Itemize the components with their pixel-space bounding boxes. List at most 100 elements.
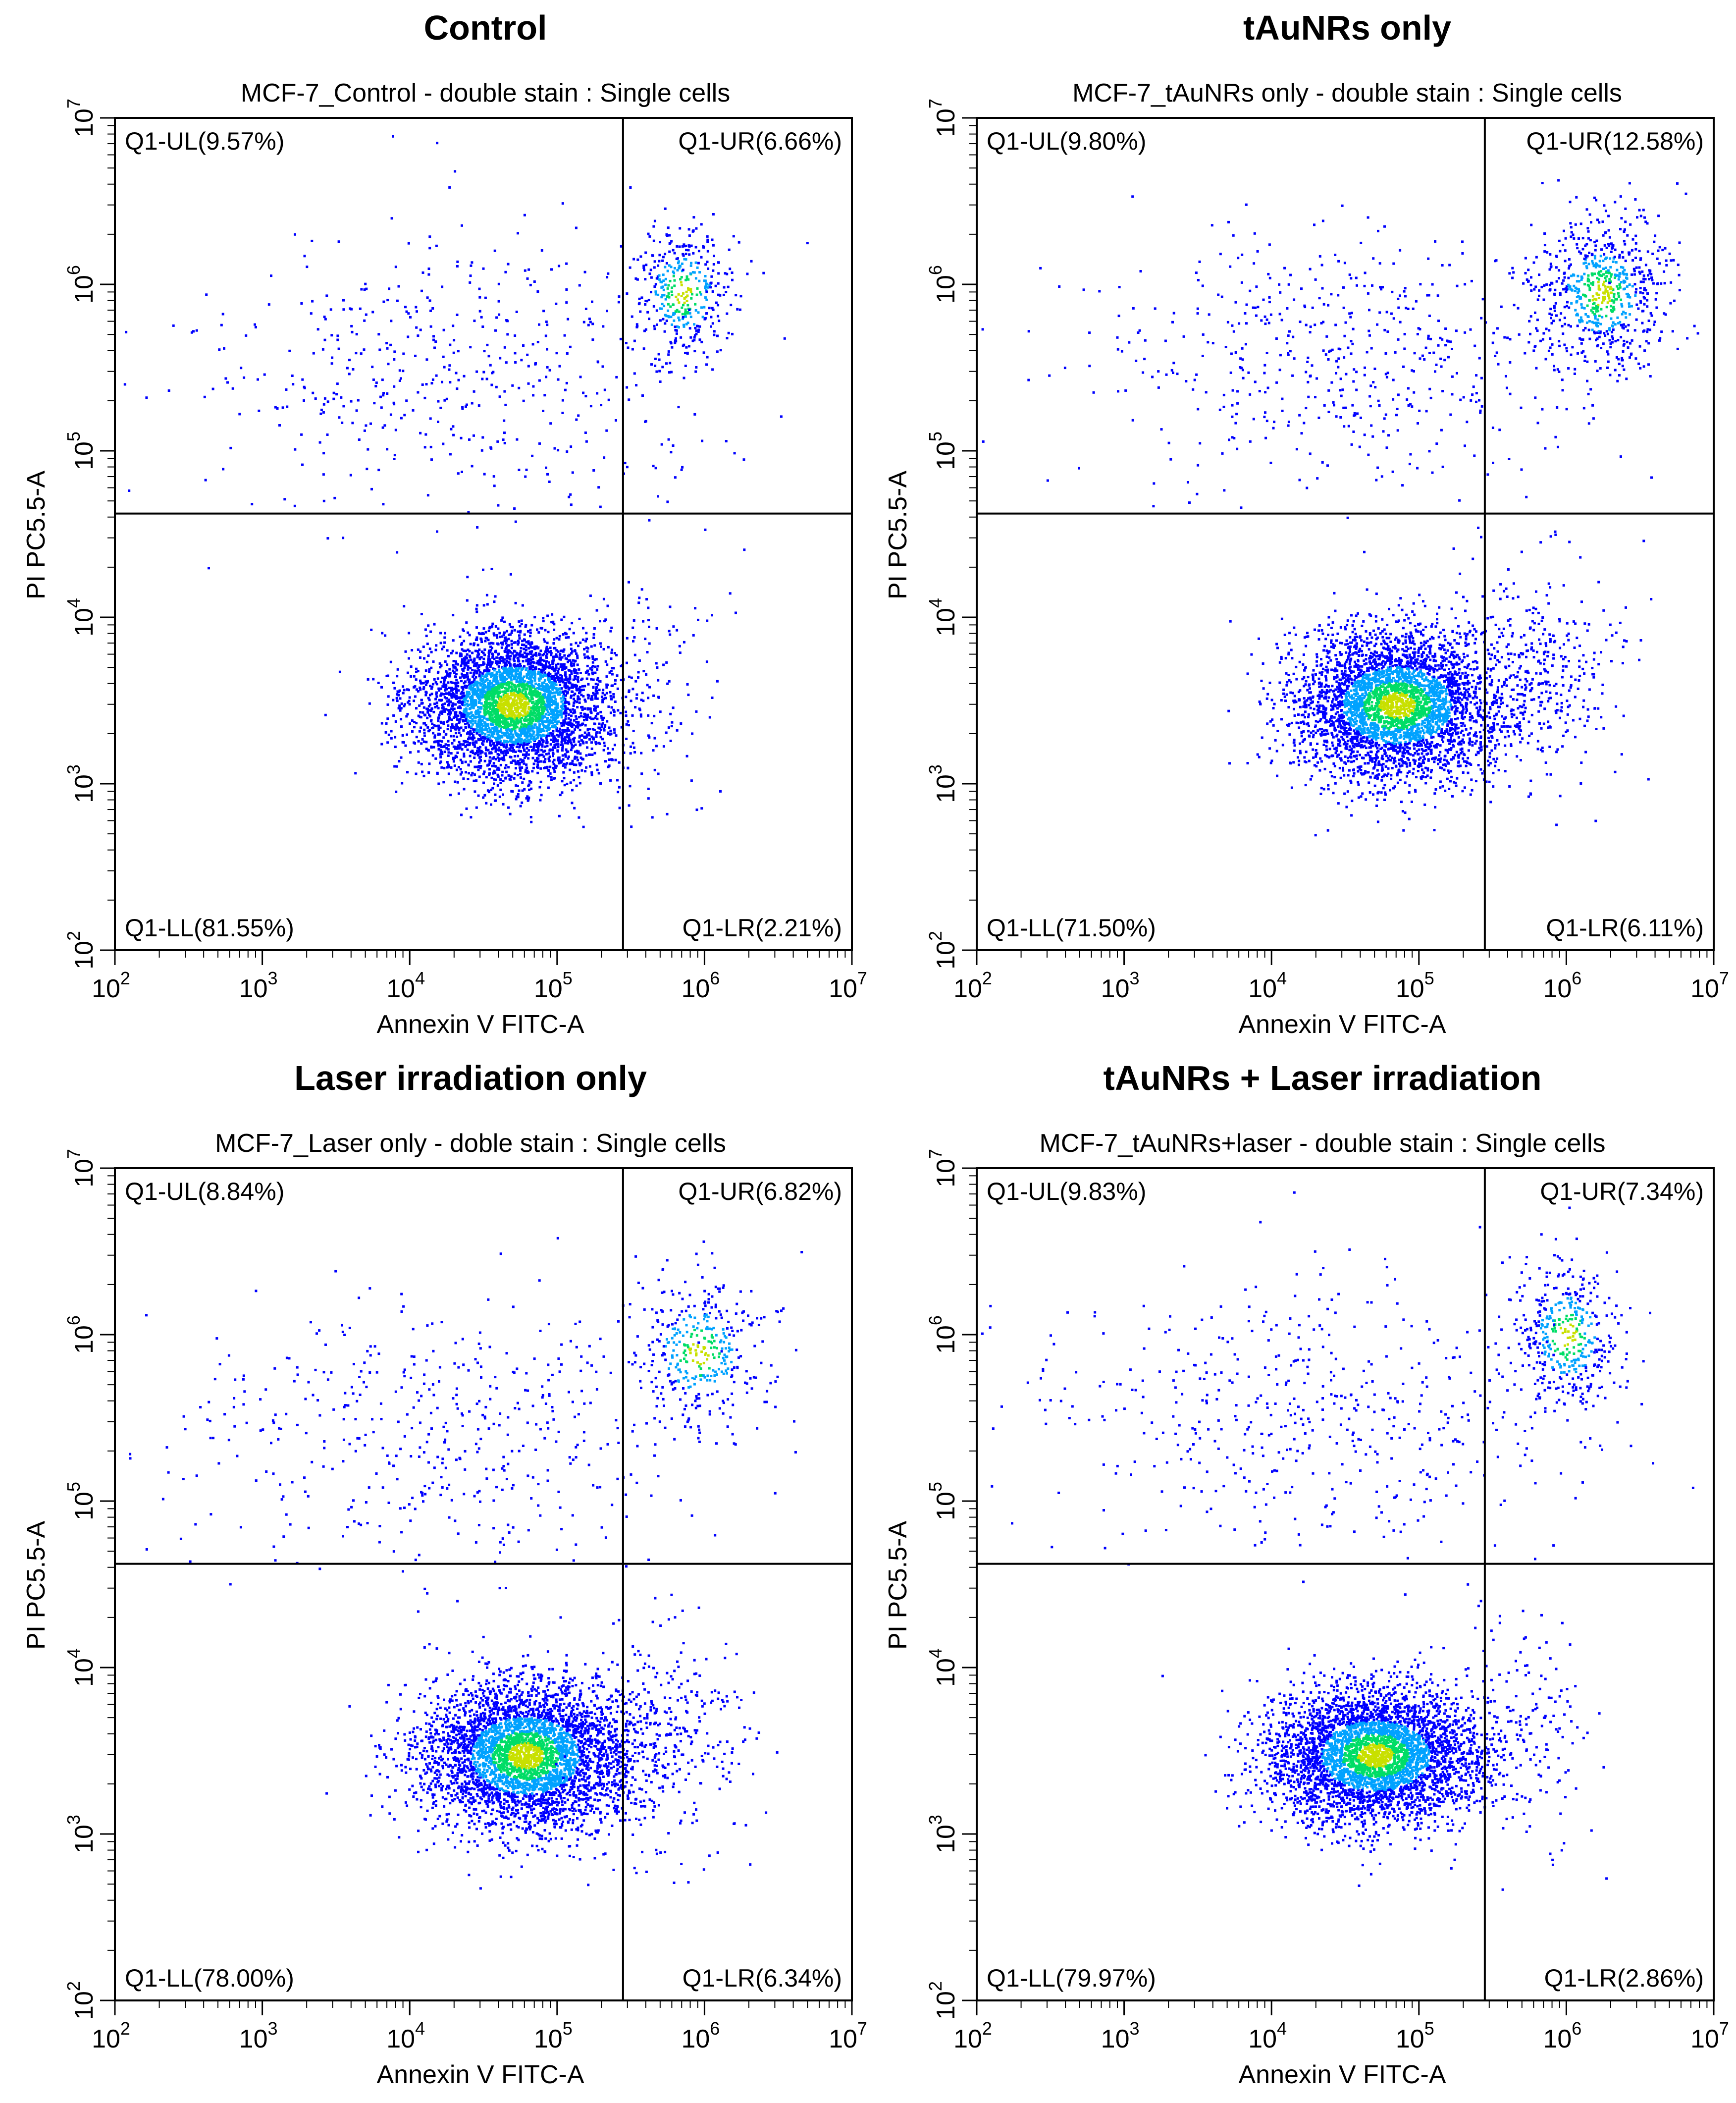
scatter-point: [459, 758, 462, 761]
scatter-point: [440, 751, 443, 754]
scatter-point: [471, 402, 473, 405]
scatter-point: [707, 267, 710, 270]
scatter-point: [417, 761, 420, 764]
scatter-point: [498, 754, 501, 756]
scatter-point: [521, 760, 523, 763]
scatter-point: [407, 242, 410, 245]
scatter-point: [685, 277, 688, 280]
scatter-point: [666, 500, 669, 503]
scatter-point: [469, 755, 472, 757]
scatter-point: [545, 376, 548, 378]
scatter-point: [561, 754, 564, 757]
scatter-point: [424, 683, 427, 686]
scatter-point: [414, 354, 417, 357]
scatter-point: [270, 274, 272, 277]
scatter-point: [541, 658, 544, 661]
scatter-point: [571, 722, 574, 725]
scatter-point: [548, 661, 550, 664]
scatter-point: [517, 743, 520, 746]
scatter-point: [664, 322, 667, 325]
scatter-point: [470, 816, 473, 819]
scatter-point: [659, 280, 662, 283]
scatter-point: [471, 669, 474, 671]
scatter-point: [589, 710, 592, 713]
scatter-point: [473, 779, 475, 782]
scatter-point: [475, 604, 478, 607]
scatter-point: [576, 656, 579, 659]
scatter-point: [530, 679, 533, 682]
scatter-point: [536, 763, 539, 766]
scatter-point: [589, 321, 592, 324]
scatter-point: [389, 660, 392, 663]
scatter-point: [484, 640, 487, 643]
scatter-point: [565, 288, 568, 291]
scatter-point: [507, 728, 510, 731]
scatter-point: [387, 733, 390, 736]
scatter-point: [578, 762, 581, 765]
scatter-point: [528, 788, 531, 791]
scatter-point: [557, 667, 560, 670]
scatter-point: [564, 388, 567, 391]
scatter-point: [427, 624, 430, 627]
scatter-point: [399, 697, 402, 700]
scatter-point: [582, 742, 585, 745]
scatter-point: [402, 692, 405, 695]
scatter-point: [414, 695, 417, 698]
scatter-point: [526, 799, 529, 802]
scatter-point: [514, 361, 517, 364]
scatter-point: [689, 336, 692, 339]
scatter-point: [434, 725, 437, 728]
scatter-point: [527, 739, 530, 742]
scatter-point: [564, 632, 567, 635]
scatter-point: [390, 737, 393, 740]
scatter-point: [423, 396, 426, 399]
scatter-point: [430, 382, 433, 385]
scatter-point: [607, 705, 610, 708]
scatter-point: [463, 710, 466, 713]
scatter-point: [555, 691, 558, 694]
scatter-point: [565, 751, 568, 754]
scatter-point: [486, 730, 489, 733]
scatter-point: [667, 284, 670, 287]
scatter-point: [685, 275, 688, 278]
scatter-point: [565, 722, 568, 725]
scatter-point: [647, 232, 650, 235]
scatter-point: [536, 771, 539, 774]
scatter-point: [363, 429, 366, 432]
scatter-point: [547, 724, 550, 727]
scatter-point: [541, 745, 544, 748]
scatter-point: [294, 448, 297, 451]
scatter-point: [439, 687, 442, 690]
scatter-point: [570, 643, 573, 646]
scatter-point: [687, 345, 690, 348]
scatter-point: [560, 675, 563, 678]
scatter-point: [394, 429, 397, 431]
scatter-point: [574, 755, 577, 758]
scatter-point: [514, 751, 517, 754]
scatter-point: [523, 675, 526, 678]
scatter-point: [274, 406, 277, 409]
scatter-point: [518, 763, 521, 766]
scatter-point: [488, 756, 491, 759]
scatter-point: [443, 636, 446, 639]
scatter-point: [452, 757, 455, 760]
scatter-point: [628, 724, 630, 727]
scatter-point: [587, 673, 590, 676]
scatter-point: [474, 715, 477, 718]
scatter-point: [408, 657, 410, 660]
scatter-point: [583, 685, 586, 688]
scatter-point: [460, 692, 463, 695]
scatter-point: [329, 308, 332, 311]
scatter-point: [524, 691, 527, 694]
scatter-point: [572, 704, 575, 707]
scatter-point: [443, 677, 446, 680]
scatter-point: [465, 710, 468, 713]
scatter-point: [463, 682, 466, 685]
scatter-point: [601, 738, 604, 741]
scatter-point: [553, 768, 556, 771]
scatter-point: [576, 706, 579, 708]
scatter-point: [567, 688, 570, 691]
scatter-point: [700, 306, 703, 309]
scatter-point: [532, 766, 535, 769]
scatter-point: [487, 683, 490, 686]
